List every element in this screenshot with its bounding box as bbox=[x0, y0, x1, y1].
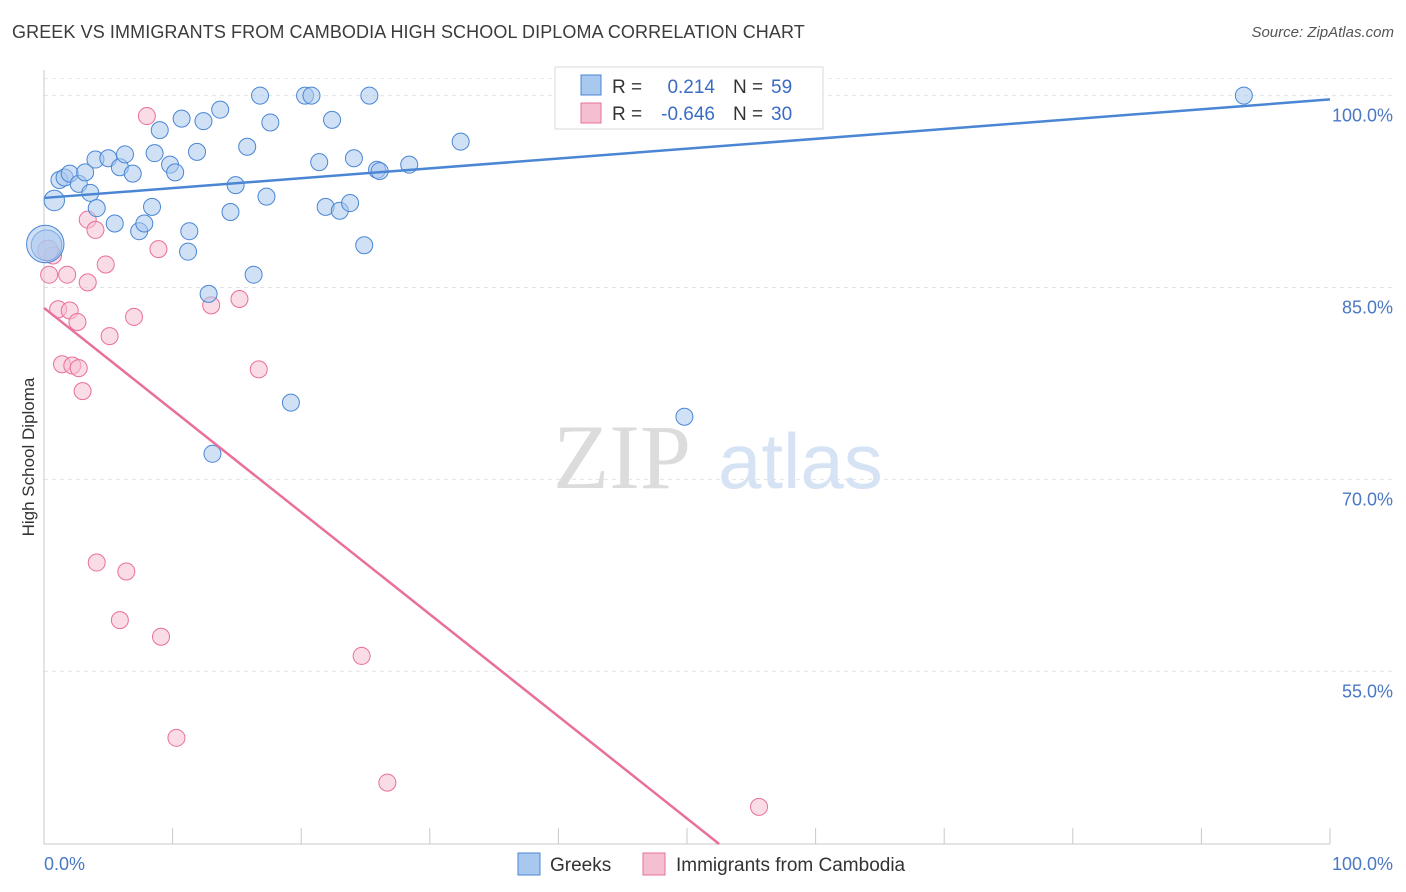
cambodia-point-16 bbox=[110, 611, 129, 630]
legend-r-value-cambodia: -0.646 bbox=[661, 104, 715, 125]
greeks-point-51 bbox=[451, 132, 470, 151]
y-axis-label: High School Diploma bbox=[19, 377, 38, 536]
greeks-point-29 bbox=[211, 100, 230, 119]
stats-legend: R = 0.214 N = 59 R = -0.646 N = 30 bbox=[554, 66, 824, 130]
greeks-point-16 bbox=[135, 214, 154, 233]
gridlines bbox=[44, 78, 1393, 672]
cambodia-point-26 bbox=[352, 646, 371, 665]
greeks-point-40 bbox=[310, 153, 329, 172]
greeks-point-54 bbox=[675, 407, 694, 426]
greeks-point-21 bbox=[166, 163, 185, 182]
y-tick-labels: 100.0% 85.0% 70.0% 55.0% bbox=[1332, 106, 1393, 702]
source-label: Source: ZipAtlas.com bbox=[1251, 24, 1394, 41]
cambodia-point-15 bbox=[100, 327, 119, 346]
legend-r-label-cambodia: R = bbox=[612, 104, 642, 125]
greeks-point-58 bbox=[26, 224, 65, 264]
cambodia-point-12 bbox=[86, 220, 105, 239]
bottom-legend-swatch-cambodia bbox=[642, 852, 666, 876]
cambodia-point-8 bbox=[69, 359, 88, 378]
cambodia-point-19 bbox=[137, 107, 156, 126]
greeks-point-17 bbox=[143, 197, 162, 216]
greeks-point-11 bbox=[105, 214, 124, 233]
watermark: ZIP atlas bbox=[553, 406, 883, 508]
legend-n-value-cambodia: 30 bbox=[771, 104, 792, 125]
legend-swatch-greeks bbox=[580, 74, 602, 96]
greeks-trend-line bbox=[43, 98, 1331, 200]
greeks-point-44 bbox=[341, 194, 360, 213]
greeks-point-31 bbox=[226, 176, 245, 195]
y-tick-label-2: 70.0% bbox=[1342, 489, 1393, 509]
cambodia-point-18 bbox=[125, 307, 144, 326]
legend-swatch-cambodia bbox=[580, 102, 602, 124]
cambodia-point-27 bbox=[378, 773, 397, 792]
cambodia-point-9 bbox=[73, 382, 92, 401]
legend-r-label-greeks: R = bbox=[612, 77, 642, 98]
legend-n-label-cambodia: N = bbox=[733, 104, 763, 125]
greeks-point-26 bbox=[194, 112, 213, 131]
cambodia-point-20 bbox=[149, 240, 168, 259]
watermark-atlas: atlas bbox=[718, 417, 883, 505]
series-legend: Greeks Immigrants from Cambodia bbox=[517, 852, 906, 876]
legend-r-value-greeks: 0.214 bbox=[667, 77, 715, 98]
greeks-point-24 bbox=[180, 222, 199, 241]
cambodia-point-7 bbox=[68, 313, 87, 332]
bottom-legend-swatch-greeks bbox=[517, 852, 541, 876]
cambodia-point-21 bbox=[152, 627, 171, 646]
chart-title: GREEK VS IMMIGRANTS FROM CAMBODIA HIGH S… bbox=[12, 22, 805, 42]
cambodia-point-0 bbox=[40, 265, 59, 284]
greeks-point-28 bbox=[203, 444, 222, 463]
bottom-legend-label-greeks: Greeks bbox=[550, 855, 611, 876]
cambodia-point-25 bbox=[249, 360, 268, 379]
greeks-point-8 bbox=[87, 199, 106, 218]
greeks-point-6 bbox=[76, 163, 95, 182]
cambodia-point-28 bbox=[750, 797, 769, 816]
x-tick-label-max: 100.0% bbox=[1332, 854, 1393, 874]
cambodia-point-13 bbox=[87, 553, 106, 572]
greeks-point-23 bbox=[179, 242, 198, 261]
greeks-point-18 bbox=[145, 144, 164, 163]
legend-n-value-greeks: 59 bbox=[771, 77, 792, 98]
cambodia-point-14 bbox=[96, 255, 115, 274]
greeks-point-32 bbox=[238, 137, 257, 156]
cambodia-point-4 bbox=[58, 265, 77, 284]
greeks-point-49 bbox=[355, 236, 374, 255]
greeks-point-57 bbox=[1234, 86, 1253, 105]
cambodia-trend-line bbox=[43, 306, 720, 845]
x-tick-marks bbox=[43, 828, 1331, 844]
greeks-point-35 bbox=[257, 187, 276, 206]
x-tick-label-min: 0.0% bbox=[44, 854, 85, 874]
greeks-point-46 bbox=[360, 86, 379, 105]
cambodia-point-10 bbox=[78, 273, 97, 292]
bottom-legend-label-cambodia: Immigrants from Cambodia bbox=[676, 855, 906, 876]
greeks-point-30 bbox=[221, 203, 240, 222]
greeks-point-34 bbox=[251, 86, 270, 105]
legend-n-label-greeks: N = bbox=[733, 77, 763, 98]
cambodia-point-22 bbox=[167, 728, 186, 747]
greeks-point-45 bbox=[344, 149, 363, 168]
y-tick-label-1: 85.0% bbox=[1342, 297, 1393, 317]
cambodia-point-17 bbox=[117, 562, 136, 581]
y-tick-label-0: 100.0% bbox=[1332, 106, 1393, 126]
greeks-point-42 bbox=[323, 110, 342, 129]
greeks-point-36 bbox=[261, 113, 280, 132]
greeks-point-1 bbox=[43, 189, 65, 212]
greeks-point-13 bbox=[116, 145, 135, 164]
watermark-zip: ZIP bbox=[553, 406, 691, 508]
greeks-point-14 bbox=[123, 164, 142, 183]
greeks-point-39 bbox=[302, 86, 321, 105]
y-tick-label-3: 55.0% bbox=[1342, 681, 1393, 701]
greeks-point-22 bbox=[172, 109, 191, 128]
greeks-point-37 bbox=[281, 393, 300, 412]
greeks-point-25 bbox=[188, 142, 207, 161]
greeks-point-33 bbox=[244, 265, 263, 284]
trend-lines bbox=[43, 98, 1331, 845]
cambodia-point-24 bbox=[230, 290, 249, 309]
greeks-point-19 bbox=[150, 121, 169, 140]
greeks-point-27 bbox=[199, 284, 218, 303]
